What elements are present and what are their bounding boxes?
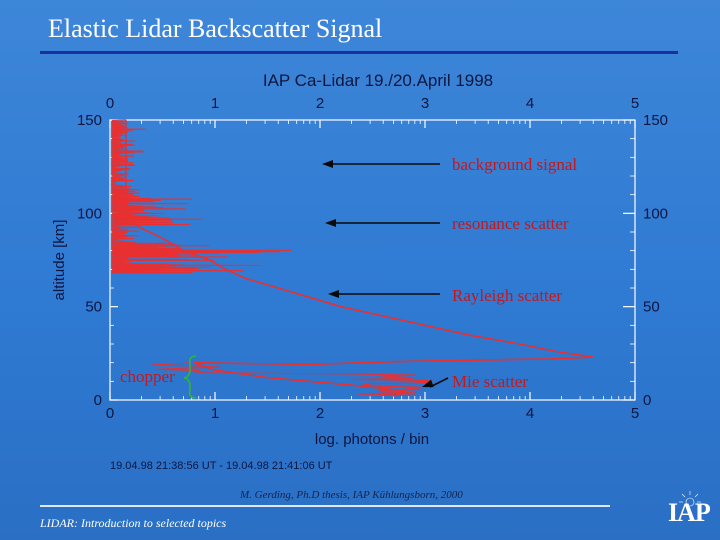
- y-tick-label-right: 100: [643, 205, 668, 222]
- footer-text: LIDAR: Introduction to selected topics: [40, 516, 227, 530]
- x-tick-label-top: 4: [526, 95, 534, 112]
- x-tick-label-top: 2: [316, 95, 324, 112]
- y-tick-label-left: 150: [77, 112, 102, 129]
- mie-trace: [151, 362, 433, 396]
- y-axis-label: altitude [km]: [51, 220, 68, 301]
- logo-text: IAP: [668, 498, 711, 527]
- title-divider: [40, 51, 678, 54]
- noise-trace: [111, 242, 292, 274]
- x-tick-label-bottom: 5: [631, 405, 639, 422]
- x-tick-label-top: 5: [631, 95, 639, 112]
- chopper-brace: [183, 355, 197, 399]
- x-axis-label: log. photons / bin: [315, 431, 429, 448]
- x-tick-label-bottom: 3: [421, 405, 429, 422]
- y-tick-label-left: 100: [77, 205, 102, 222]
- citation: M. Gerding, Ph.D thesis, IAP Kühlungsbor…: [240, 489, 463, 501]
- x-tick-label-top: 1: [211, 95, 219, 112]
- noise-traces: [110, 119, 433, 396]
- signal-line: [125, 120, 594, 398]
- x-tick-label-bottom: 1: [211, 405, 219, 422]
- y-tick-label-right: 150: [643, 112, 668, 129]
- y-ticks-right: 0 50 100 150: [623, 112, 668, 409]
- y-tick-label-right: 0: [643, 392, 651, 409]
- noise-trace: [110, 119, 147, 199]
- annotation-arrowhead: [422, 379, 434, 388]
- x-tick-label-bottom: 0: [106, 405, 114, 422]
- annotation-arrows: [322, 160, 449, 388]
- iap-logo-icon: [679, 491, 701, 507]
- y-ticks-left: 0 50 100 150: [77, 112, 118, 409]
- x-tick-label-bottom: 4: [526, 405, 534, 422]
- annotation-rayleigh-scatter: Rayleigh scatter: [452, 286, 562, 305]
- y-tick-label-left: 50: [85, 299, 102, 316]
- y-tick-label-right: 50: [643, 299, 660, 316]
- annotation-chopper: chopper: [120, 367, 175, 386]
- annotation-arrowhead: [322, 160, 333, 168]
- annotation-arrowhead: [325, 219, 336, 227]
- timestamp: 19.04.98 21:38:56 UT - 19.04.98 21:41:06…: [110, 460, 333, 472]
- chart-title: IAP Ca-Lidar 19./20.April 1998: [263, 71, 493, 90]
- y-tick-label-left: 0: [94, 392, 102, 409]
- annotation-resonance-scatter: resonance scatter: [452, 214, 569, 233]
- annotation-mie-scatter: Mie scatter: [452, 372, 528, 391]
- x-ticks-top: 0 1 2 3 4 5: [106, 95, 639, 128]
- plot-frame: [109, 119, 636, 401]
- noise-trace: [112, 197, 203, 226]
- footer-divider: [40, 505, 610, 507]
- slide-title: Elastic Lidar Backscatter Signal: [48, 14, 383, 43]
- x-ticks-bottom: 0 1 2 3 4 5: [106, 392, 639, 422]
- x-tick-label-bottom: 2: [316, 405, 324, 422]
- noise-trace: [111, 224, 141, 245]
- annotation-arrowhead: [328, 290, 339, 298]
- x-tick-label-top: 3: [421, 95, 429, 112]
- annotation-background-signal: background signal: [452, 155, 577, 174]
- x-tick-label-top: 0: [106, 95, 114, 112]
